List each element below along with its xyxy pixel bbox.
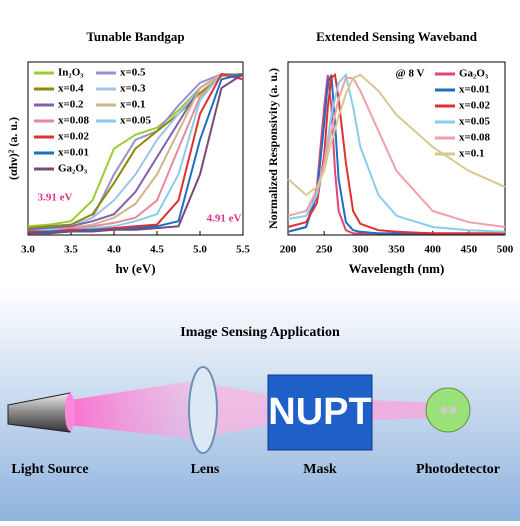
x-tick-label: 5.0 bbox=[193, 244, 207, 256]
annotation: @ 8 V bbox=[396, 68, 425, 80]
series-line bbox=[27, 72, 244, 233]
y-axis-label: (αhν)² (a. u.) bbox=[6, 117, 20, 180]
diagram-title: Image Sensing Application bbox=[180, 325, 340, 340]
x-tick-label: 4.5 bbox=[150, 244, 164, 256]
legend-label: x=0.02 bbox=[459, 100, 491, 112]
legend-label: x=0.08 bbox=[58, 115, 90, 127]
diagram-label: Photodetector bbox=[416, 462, 500, 477]
diagram-label: Lens bbox=[191, 462, 220, 477]
lens bbox=[188, 366, 218, 454]
annotation: 4.91 eV bbox=[207, 213, 242, 225]
photodetector bbox=[425, 387, 471, 433]
diagram: Image Sensing Application NUPT Light Sou… bbox=[7, 325, 500, 477]
diagram-label: Light Source bbox=[11, 462, 88, 477]
x-axis-label: hν (eV) bbox=[115, 261, 155, 276]
legend-label: x=0.5 bbox=[120, 67, 146, 79]
series-line bbox=[287, 73, 506, 197]
y-axis-label: Normalized Responsivity (a. u.) bbox=[266, 68, 280, 229]
light-source bbox=[7, 392, 71, 433]
chart-title: Extended Sensing Waveband bbox=[316, 29, 478, 44]
legend-label: x=0.01 bbox=[58, 147, 89, 159]
legend-label: Ga₂O₃ bbox=[58, 163, 88, 175]
x-tick-label: 250 bbox=[316, 244, 333, 256]
chart-title: Tunable Bandgap bbox=[86, 29, 184, 44]
series-line bbox=[27, 73, 244, 230]
legend-label: x=0.1 bbox=[459, 148, 485, 160]
x-tick-label: 300 bbox=[352, 244, 369, 256]
mask-text: NUPT bbox=[268, 391, 371, 433]
legend-label: In₂O₃ bbox=[58, 67, 84, 79]
legend-label: x=0.05 bbox=[120, 115, 152, 127]
legend-label: x=0.3 bbox=[120, 83, 146, 95]
x-axis-label: Wavelength (nm) bbox=[349, 261, 445, 276]
beam bbox=[370, 400, 440, 420]
electrode bbox=[449, 406, 457, 414]
x-tick-label: 400 bbox=[424, 244, 441, 256]
light-source-face bbox=[65, 393, 75, 431]
x-tick-label: 200 bbox=[280, 244, 297, 256]
series-line bbox=[28, 72, 244, 233]
x-tick-label: 350 bbox=[388, 244, 405, 256]
x-tick-label: 5.5 bbox=[236, 244, 250, 256]
legend-label: x=0.1 bbox=[120, 99, 146, 111]
legend-label: x=0.2 bbox=[58, 99, 84, 111]
beam bbox=[215, 385, 270, 435]
mask bbox=[267, 374, 373, 451]
legend-label: x=0.02 bbox=[58, 131, 90, 143]
legend-label: Ga₂O₃ bbox=[459, 68, 489, 80]
legend-label: x=0.01 bbox=[459, 84, 490, 96]
x-tick-label: 450 bbox=[461, 244, 478, 256]
beam bbox=[70, 380, 200, 440]
plot-frame bbox=[27, 61, 244, 236]
diagram-label: Mask bbox=[303, 462, 337, 477]
electrode bbox=[440, 406, 448, 414]
legend-label: x=0.08 bbox=[459, 132, 491, 144]
annotation: 3.91 eV bbox=[38, 192, 73, 204]
x-tick-label: 500 bbox=[497, 244, 514, 256]
legend-label: x=0.4 bbox=[58, 83, 84, 95]
x-tick-label: 3.5 bbox=[64, 244, 78, 256]
x-tick-label: 3.0 bbox=[21, 244, 35, 256]
x-tick-label: 4.0 bbox=[107, 244, 121, 256]
series-line bbox=[28, 73, 244, 235]
legend-label: x=0.05 bbox=[459, 116, 491, 128]
